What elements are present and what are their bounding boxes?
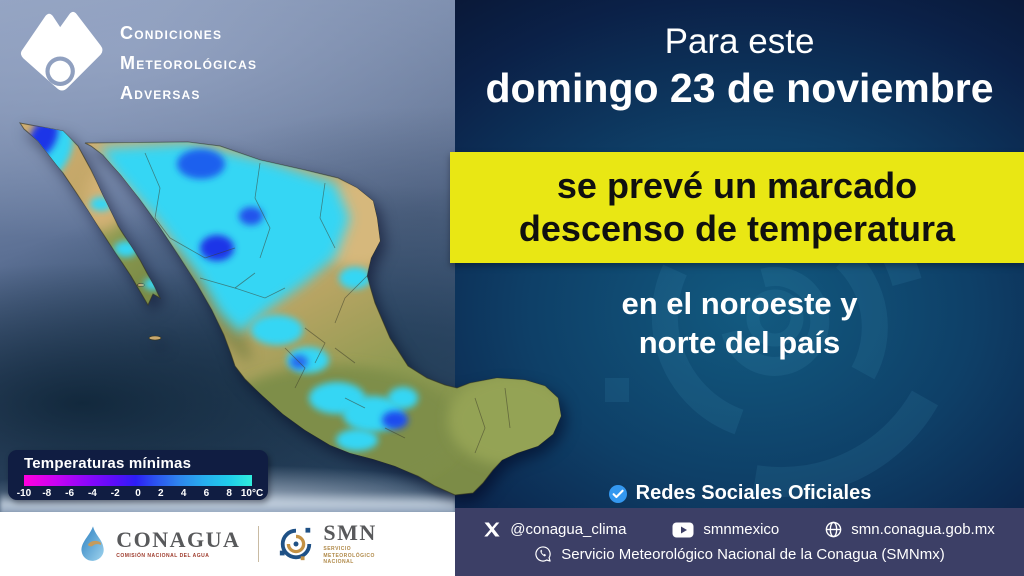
youtube-handle: smnmexico: [703, 521, 780, 538]
headline-date: domingo 23 de noviembre: [485, 64, 994, 111]
conagua-brand: CONAGUA COMISIÓN NACIONAL DEL AGUA: [78, 524, 240, 564]
legend-tick: 10°C: [240, 488, 264, 499]
cma-logo-icon: [20, 11, 103, 91]
social-item-web: smn.conagua.gob.mx: [825, 521, 995, 538]
region-line1: en el noroeste y: [621, 286, 858, 321]
alert-line2: descenso de temperatura: [518, 207, 956, 249]
social-item-whatsapp: Servicio Meteorológico Nacional de la Co…: [534, 545, 945, 563]
youtube-icon: [672, 522, 694, 537]
region-text: en el noroeste y norte del país: [455, 284, 1024, 362]
social-bar: @conagua_clima smnmexico smn.conagua.gob…: [455, 508, 1024, 576]
cma-logo-line3: Adversas: [120, 77, 201, 106]
legend-ticks: -10 -8 -6 -4 -2 0 2 4 6 8 10°C: [17, 488, 263, 502]
verified-badge-icon: [608, 484, 627, 503]
alert-banner: se prevé un marcado descenso de temperat…: [450, 152, 1024, 263]
temperature-legend: Temperaturas mínimas -10 -8 -6 -4 -2 0 2 4 6 8 10°…: [8, 450, 268, 500]
temperature-scale: [24, 475, 252, 486]
cma-logo-line1: Condiciones: [120, 17, 223, 45]
headline-intro: Para este: [664, 22, 815, 61]
x-icon: [484, 522, 500, 537]
legend-tick: 4: [180, 488, 187, 499]
smn-logo-icon: [280, 527, 312, 561]
globe-icon: [825, 521, 842, 538]
legend-title: Temperaturas mínimas: [24, 455, 192, 472]
social-item-twitter: @conagua_clima: [484, 521, 626, 538]
conagua-logo-icon: [81, 526, 104, 561]
legend-tick: -4: [87, 488, 97, 499]
social-title: Redes Sociales Oficiales: [635, 482, 872, 504]
cma-logo: Condiciones Meteorológicas Adversas: [16, 8, 257, 106]
cma-logo-line2: Meteorológicas: [120, 47, 258, 76]
legend-tick: -6: [65, 488, 75, 499]
whatsapp-icon: [535, 546, 551, 562]
message-panel: [455, 0, 1024, 576]
smn-subtitle: SERVICIO METEOROLÓGICO NACIONAL: [323, 545, 375, 566]
legend-tick: -2: [110, 488, 120, 499]
state-boundaries: [144, 152, 511, 454]
legend-tick: -8: [42, 488, 52, 499]
mexico-temperature-map: [5, 98, 635, 508]
conagua-subtitle: COMISIÓN NACIONAL DEL AGUA: [116, 553, 210, 559]
legend-tick: 8: [226, 488, 232, 499]
whatsapp-label: Servicio Meteorológico Nacional de la Co…: [561, 545, 945, 563]
alert-line1: se prevé un marcado: [556, 165, 918, 207]
smn-name: SMN: [323, 519, 377, 545]
legend-tick: 6: [203, 488, 210, 499]
twitter-handle: @conagua_clima: [510, 521, 627, 538]
region-line2: norte del país: [638, 325, 841, 361]
legend-tick: 2: [158, 488, 164, 499]
social-item-youtube: smnmexico: [672, 521, 779, 538]
web-url: smn.conagua.gob.mx: [851, 521, 995, 538]
social-row-1: @conagua_clima smnmexico smn.conagua.gob…: [455, 521, 1024, 538]
headline: Para este domingo 23 de noviembre: [455, 20, 1024, 113]
smn-brand: SMN SERVICIO METEOROLÓGICO NACIONAL: [277, 519, 377, 566]
conagua-name: CONAGUA: [116, 527, 241, 552]
legend-tick: 0: [135, 488, 141, 499]
institution-footer: CONAGUA COMISIÓN NACIONAL DEL AGUA SMN S…: [0, 512, 455, 576]
footer-divider: [258, 526, 260, 562]
legend-tick: -10: [16, 488, 32, 499]
social-title-row: Redes Sociales Oficiales: [455, 482, 1024, 505]
social-row-2: Servicio Meteorológico Nacional de la Co…: [455, 545, 1024, 563]
